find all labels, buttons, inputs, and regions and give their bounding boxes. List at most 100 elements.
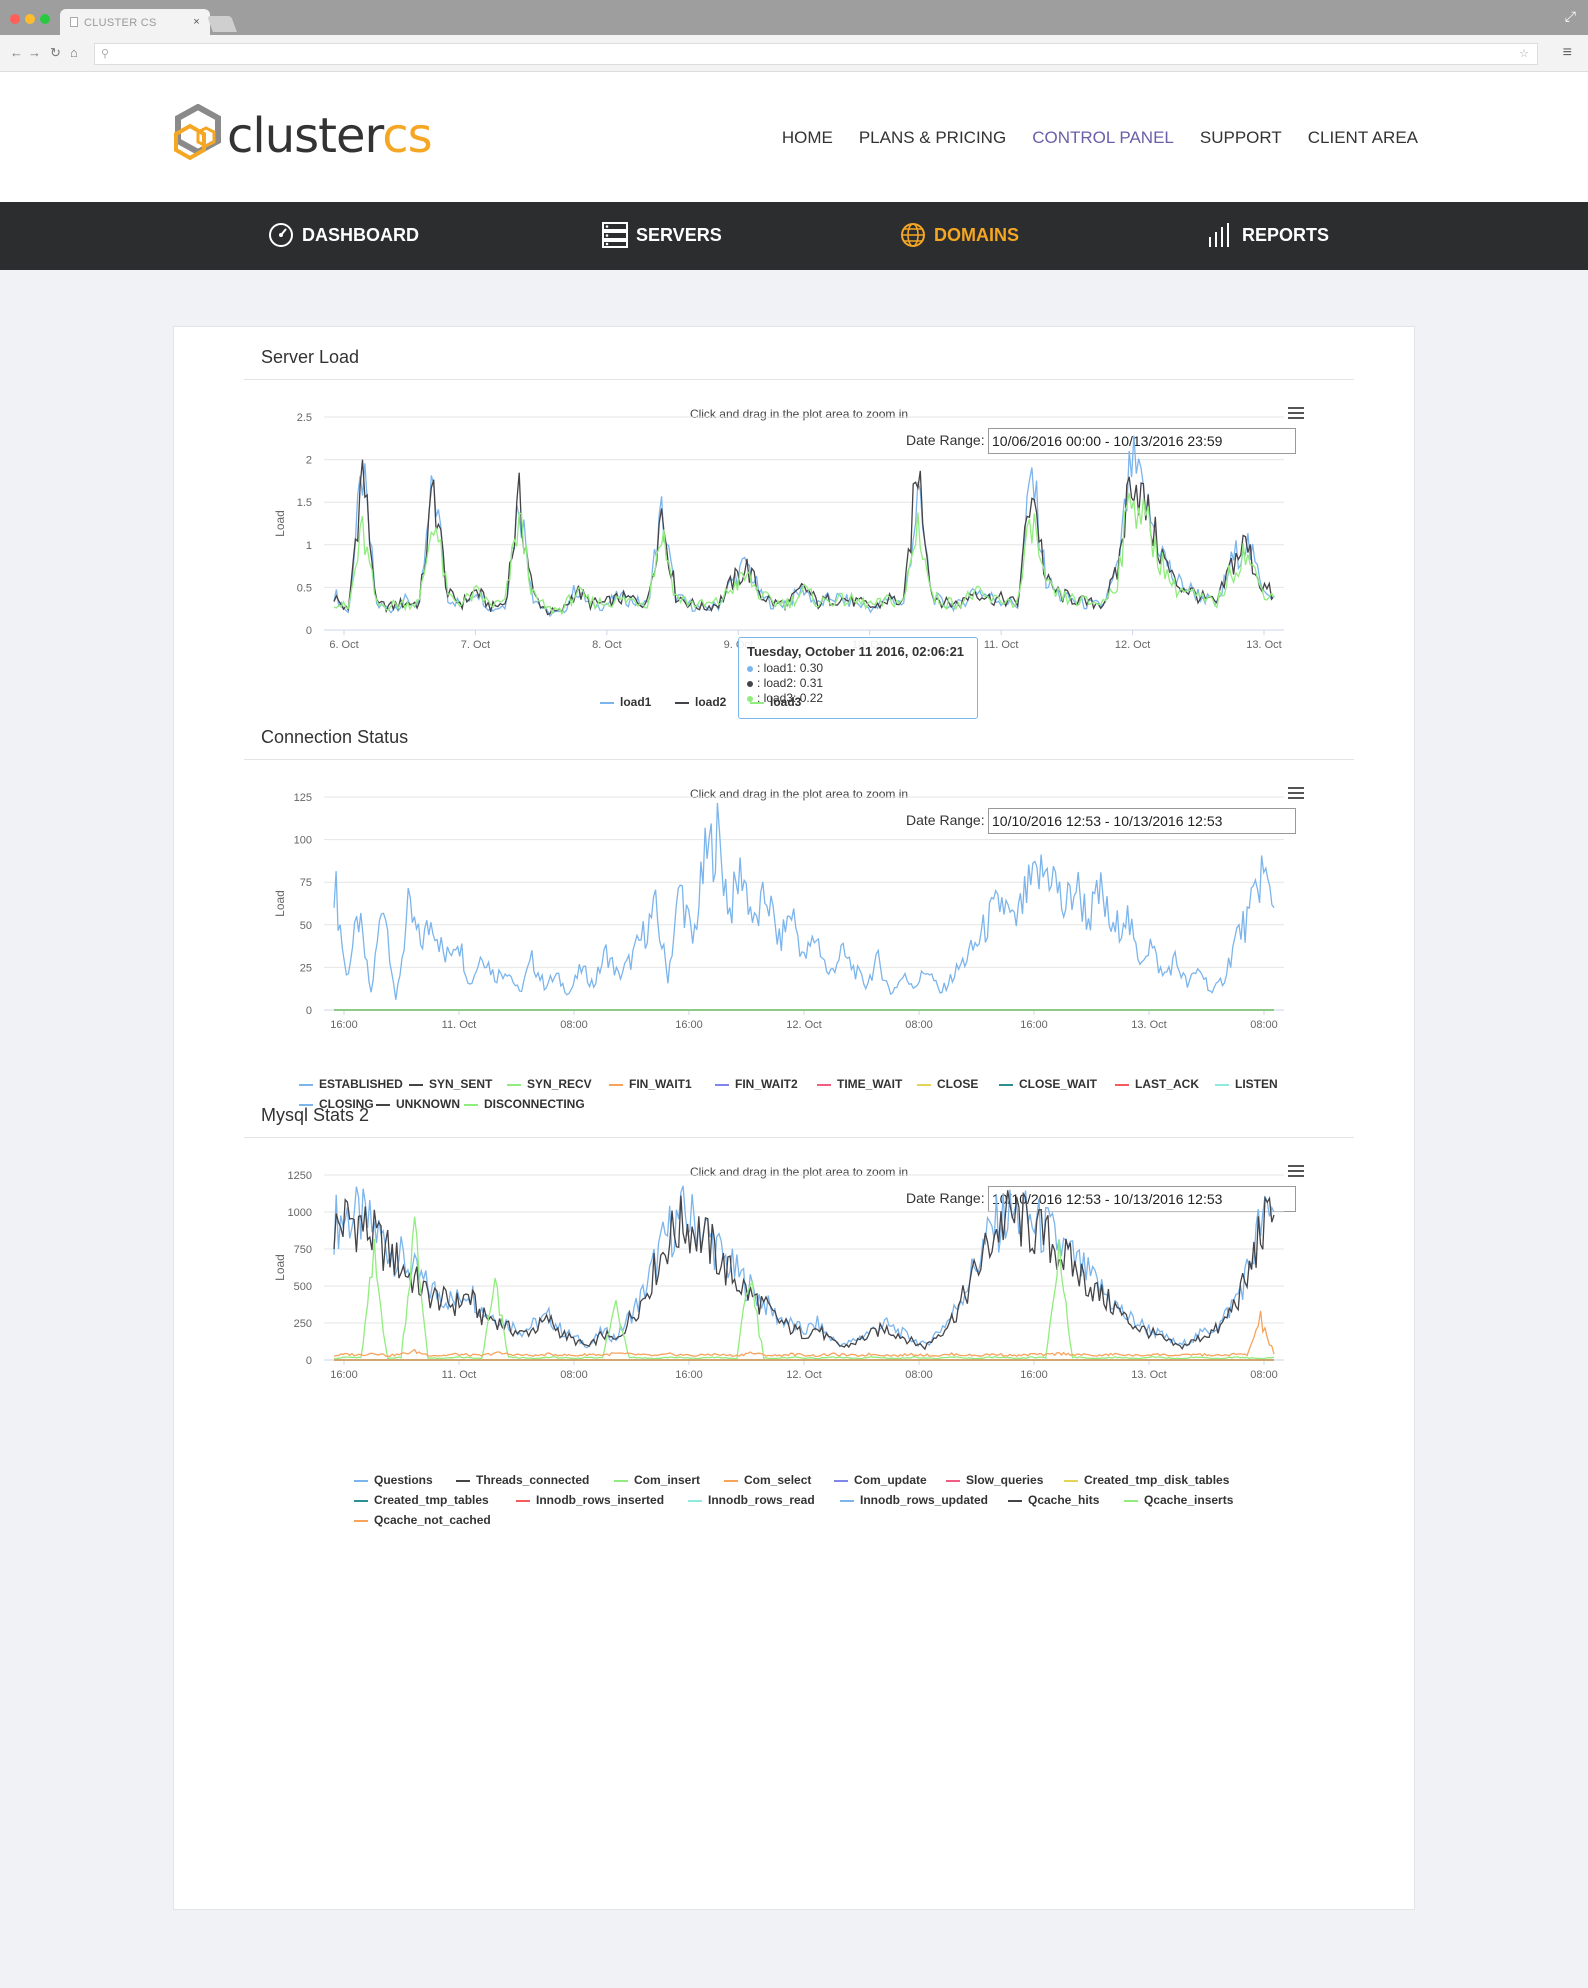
legend-item-SYN_RECV[interactable]: SYN_RECV bbox=[507, 1077, 592, 1091]
tab-close-icon[interactable]: × bbox=[193, 16, 200, 28]
y-tick-label: 500 bbox=[294, 1281, 312, 1293]
logo[interactable]: clustercs bbox=[170, 104, 470, 174]
legend-item-Innodb_rows_updated[interactable]: Innodb_rows_updated bbox=[840, 1493, 988, 1507]
legend-swatch bbox=[507, 1083, 521, 1086]
y-tick-label: 1.5 bbox=[297, 497, 312, 509]
legend-item-load1[interactable]: load1 bbox=[600, 695, 651, 709]
browser-menu-icon[interactable]: ≡ bbox=[1562, 44, 1572, 61]
legend-item-Com_select[interactable]: Com_select bbox=[724, 1473, 811, 1487]
legend-swatch bbox=[817, 1083, 831, 1086]
legend-item-Qcache_not_cached[interactable]: Qcache_not_cached bbox=[354, 1513, 491, 1527]
legend-item-Qcache_hits[interactable]: Qcache_hits bbox=[1008, 1493, 1099, 1507]
legend-swatch bbox=[1124, 1499, 1138, 1502]
legend-item-DISCONNECTING[interactable]: DISCONNECTING bbox=[464, 1097, 585, 1111]
legend-label: Created_tmp_tables bbox=[374, 1493, 489, 1507]
chart-menu-icon[interactable] bbox=[1288, 787, 1304, 799]
browser-tab[interactable]: CLUSTER CS × bbox=[60, 9, 210, 35]
legend-label: Threads_connected bbox=[476, 1473, 590, 1487]
legend-item-Innodb_rows_inserted[interactable]: Innodb_rows_inserted bbox=[516, 1493, 664, 1507]
legend-item-Qcache_inserts[interactable]: Qcache_inserts bbox=[1124, 1493, 1233, 1507]
x-tick-label: 8. Oct bbox=[592, 639, 621, 651]
x-tick-label: 16:00 bbox=[330, 1019, 358, 1031]
legend-item-load3[interactable]: load3 bbox=[750, 695, 801, 709]
legend-item-CLOSE_WAIT[interactable]: CLOSE_WAIT bbox=[999, 1077, 1097, 1091]
legend-item-UNKNOWN[interactable]: UNKNOWN bbox=[376, 1097, 460, 1111]
forward-icon[interactable]: → bbox=[28, 45, 41, 60]
legend-label: Com_select bbox=[744, 1473, 812, 1487]
connection-status-plot[interactable]: 0 25 50 75 100 125 Load 16:00 11. Oct 08:00 16:00 1… bbox=[244, 777, 1354, 1147]
legend-swatch bbox=[688, 1499, 702, 1502]
legend-label: Com_insert bbox=[634, 1473, 701, 1487]
x-tick-label: 08:00 bbox=[905, 1019, 933, 1031]
nav-control-panel[interactable]: CONTROL PANEL bbox=[1032, 128, 1174, 147]
nav-support[interactable]: SUPPORT bbox=[1199, 128, 1282, 147]
reports-icon bbox=[1209, 223, 1229, 247]
legend-label: CLOSE_WAIT bbox=[1019, 1077, 1098, 1091]
section-divider bbox=[244, 1137, 1354, 1138]
legend-item-load2[interactable]: load2 bbox=[675, 695, 726, 709]
legend-item-CLOSE[interactable]: CLOSE bbox=[917, 1077, 978, 1091]
chart-menu-icon[interactable] bbox=[1288, 1165, 1304, 1177]
legend-item-SYN_SENT[interactable]: SYN_SENT bbox=[409, 1077, 492, 1091]
subnav-servers[interactable]: SERVERS bbox=[602, 222, 722, 248]
legend-label: SYN_SENT bbox=[429, 1077, 493, 1091]
subnav-domains[interactable]: DOMAINS bbox=[900, 222, 1019, 248]
subnav-reports[interactable]: REPORTS bbox=[1208, 222, 1329, 248]
home-icon[interactable]: ⌂ bbox=[70, 45, 78, 60]
tooltip-title: Tuesday, October 11 2016, 02:06:21 bbox=[747, 644, 965, 659]
url-input[interactable]: ⚲ ☆ bbox=[94, 43, 1538, 65]
legend-item-LAST_ACK[interactable]: LAST_ACK bbox=[1115, 1077, 1199, 1091]
legend-item-TIME_WAIT[interactable]: TIME_WAIT bbox=[817, 1077, 902, 1091]
legend-item-ESTABLISHED[interactable]: ESTABLISHED bbox=[299, 1077, 403, 1091]
maximize-window-icon[interactable] bbox=[40, 14, 50, 24]
server-load-chart[interactable]: Click and drag in the plot area to zoom … bbox=[244, 397, 1354, 737]
legend-label: ESTABLISHED bbox=[319, 1077, 403, 1091]
x-tick-label: 12. Oct bbox=[1115, 639, 1150, 651]
legend-item-Com_insert[interactable]: Com_insert bbox=[614, 1473, 700, 1487]
series-line-load2 bbox=[333, 459, 1275, 616]
legend-item-Innodb_rows_read[interactable]: Innodb_rows_read bbox=[688, 1493, 815, 1507]
legend-item-Created_tmp_tables[interactable]: Created_tmp_tables bbox=[354, 1493, 489, 1507]
x-tick-label: 08:00 bbox=[1250, 1019, 1278, 1031]
legend-item-FIN_WAIT1[interactable]: FIN_WAIT1 bbox=[609, 1077, 692, 1091]
legend-item-Created_tmp_disk_tables[interactable]: Created_tmp_disk_tables bbox=[1064, 1473, 1229, 1487]
logo-hexagon-icon bbox=[174, 104, 221, 161]
legend-label: load1 bbox=[620, 695, 652, 709]
connection-status-chart[interactable]: Click and drag in the plot area to zoom … bbox=[244, 777, 1354, 1147]
minimize-window-icon[interactable] bbox=[25, 14, 35, 24]
bookmark-star-icon[interactable]: ☆ bbox=[1519, 48, 1529, 60]
date-range-input[interactable] bbox=[988, 808, 1296, 834]
legend-item-Threads_connected[interactable]: Threads_connected bbox=[456, 1473, 589, 1487]
legend-label: LISTEN bbox=[1235, 1077, 1278, 1091]
nav-client-area[interactable]: CLIENT AREA bbox=[1307, 128, 1418, 147]
legend-item-Questions[interactable]: Questions bbox=[354, 1473, 433, 1487]
legend-item-Slow_queries[interactable]: Slow_queries bbox=[946, 1473, 1043, 1487]
legend-item-FIN_WAIT2[interactable]: FIN_WAIT2 bbox=[715, 1077, 798, 1091]
date-range-label: Date Range: bbox=[906, 1190, 985, 1206]
legend-label: Com_update bbox=[854, 1473, 927, 1487]
mysql-stats-plot[interactable]: 0 250 500 750 1000 1250 Load 16:00 11. Oct 08:00 1… bbox=[244, 1155, 1354, 1555]
nav-plans-pricing[interactable]: PLANS & PRICING bbox=[858, 128, 1007, 147]
legend-swatch bbox=[516, 1499, 530, 1502]
back-icon[interactable]: ← bbox=[10, 45, 23, 60]
mysql-stats-chart[interactable]: Click and drag in the plot area to zoom … bbox=[244, 1155, 1354, 1555]
reload-icon[interactable]: ↻ bbox=[50, 45, 61, 60]
legend-swatch bbox=[409, 1083, 423, 1086]
legend-swatch bbox=[1215, 1083, 1229, 1086]
subnav-dashboard[interactable]: DASHBOARD bbox=[268, 222, 419, 248]
y-tick-label: 0 bbox=[306, 1005, 312, 1017]
legend-item-CLOSING[interactable]: CLOSING bbox=[299, 1097, 374, 1111]
legend-swatch bbox=[1064, 1479, 1078, 1482]
close-window-icon[interactable] bbox=[10, 14, 20, 24]
legend-item-LISTEN[interactable]: LISTEN bbox=[1215, 1077, 1278, 1091]
new-tab-button[interactable] bbox=[207, 16, 237, 32]
fullscreen-icon[interactable]: ⤢ bbox=[1564, 8, 1576, 24]
nav-home[interactable]: HOME bbox=[781, 128, 833, 147]
date-range-input[interactable] bbox=[988, 428, 1296, 454]
subnav-dashboard-label: DASHBOARD bbox=[302, 224, 419, 245]
legend-label: Created_tmp_disk_tables bbox=[1084, 1473, 1230, 1487]
legend-item-Com_update[interactable]: Com_update bbox=[834, 1473, 927, 1487]
subnav-servers-label: SERVERS bbox=[636, 224, 722, 245]
chart-menu-icon[interactable] bbox=[1288, 407, 1304, 419]
